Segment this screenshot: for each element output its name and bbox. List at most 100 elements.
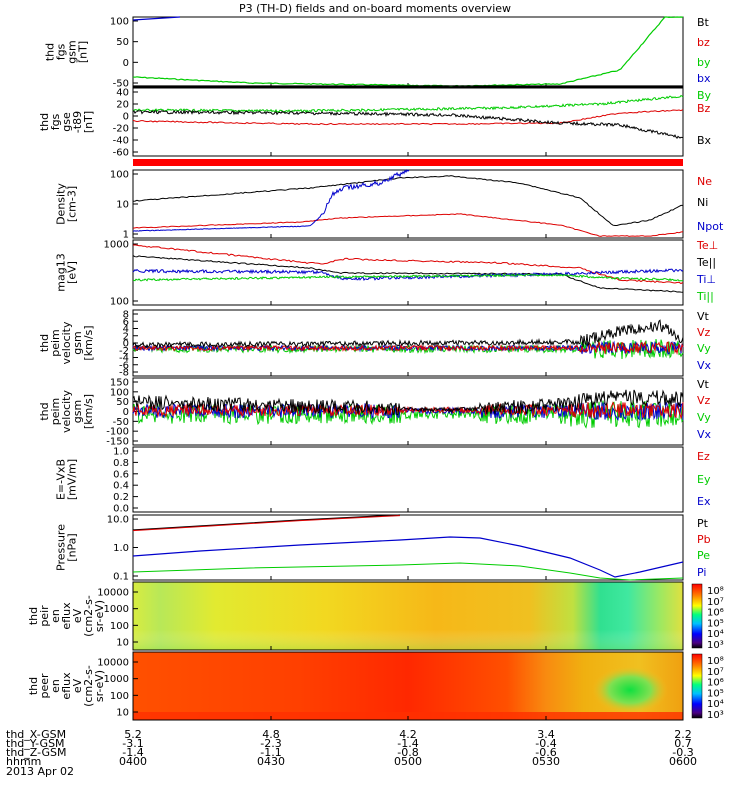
ylabel-line: gsm	[71, 400, 84, 423]
ytick-label: -50	[113, 79, 129, 90]
ytick-label: 10	[116, 200, 129, 211]
ytick-label: 10000	[97, 588, 129, 599]
ytick-label: 150	[110, 378, 129, 389]
footer-value: 0600	[669, 755, 697, 768]
ytick-label: 100	[110, 17, 129, 28]
ytick-label: 6	[123, 317, 129, 328]
ylabel-line: peer	[38, 673, 51, 699]
ylabel-line: thd	[44, 43, 57, 61]
ytick-label: 0.4	[113, 481, 129, 492]
legend-Ez: Ez	[697, 450, 710, 463]
legend-by: by	[697, 56, 711, 69]
ylabel-line: gsm	[66, 40, 79, 63]
ytick-label: 2	[123, 331, 129, 342]
legend-Npot: Npot	[697, 220, 724, 233]
ytick-label: 100	[110, 621, 129, 632]
ytick-label: 10	[116, 708, 129, 719]
Ne-line	[132, 213, 684, 237]
ytick-label: -50	[113, 417, 129, 428]
ytick-label: -2	[119, 346, 129, 357]
ytick-label: 8	[123, 310, 129, 321]
footer-value: 0530	[532, 755, 560, 768]
peer-spectrogram-low-flux	[592, 666, 668, 714]
Vt-line	[132, 389, 684, 416]
footer-value: 5.2	[124, 728, 142, 741]
Te-par-line	[132, 255, 684, 293]
ytick-label: 1.0	[113, 447, 129, 458]
ylabel-line: [nT]	[82, 111, 95, 133]
ytick-label: 100	[110, 387, 129, 398]
ytick-label: 1	[123, 230, 129, 241]
ylabel-line: thd	[38, 402, 51, 420]
ylabel-line: sr-eV)	[93, 670, 106, 702]
ylabel-line: peir	[38, 605, 51, 627]
footer-row-label: hhmm	[6, 755, 41, 768]
ylabel-line: [mV/m]	[66, 459, 79, 500]
ytick-label: 0.8	[113, 458, 129, 469]
mode-bar	[133, 159, 683, 166]
ytick-label: 1000	[104, 240, 129, 251]
ylabel-line: sr-eV)	[93, 600, 106, 632]
ytick-label: 10000	[97, 658, 129, 669]
ylabel-line: [eV]	[66, 261, 79, 284]
ytick-label: 4	[123, 324, 129, 335]
legend-Vy: Vy	[697, 411, 711, 424]
footer-value: -1.4	[122, 746, 143, 759]
ytick-label: -8	[119, 368, 129, 379]
ylabel-line: [nPa]	[66, 533, 79, 561]
ylabel-line: (cm2-s-	[82, 595, 95, 637]
ytick-label: 1000	[104, 674, 129, 685]
panel-frame-3	[132, 239, 684, 306]
footer-value: -2.3	[260, 737, 281, 750]
ytick-label: -4	[119, 353, 129, 364]
ytick-label: -60	[113, 148, 129, 159]
ytick-label: 50	[116, 37, 129, 48]
ylabel-line: [km/s]	[82, 394, 95, 429]
legend-bx: bx	[697, 72, 711, 85]
footer-value: -0.3	[672, 746, 693, 759]
colorbar-label: 10³	[707, 710, 724, 721]
ylabel-line: mag13	[55, 253, 68, 291]
ytick-label: 100	[110, 691, 129, 702]
legend-Pt: Pt	[697, 517, 709, 530]
ytick-label: 0	[123, 407, 129, 418]
legend-Pe: Pe	[697, 549, 710, 562]
legend-bz: bz	[697, 36, 710, 49]
ylabel-line: eflux	[60, 672, 73, 700]
panel-frame-2	[132, 169, 684, 239]
legend-Ex: Ex	[697, 495, 711, 508]
ytick-label: 0	[123, 58, 129, 69]
plot-title: P3 (TH-D) fields and on-board moments ov…	[239, 2, 511, 15]
ytick-label: -6	[119, 360, 129, 371]
ytick-label: 10.0	[107, 515, 129, 526]
ylabel-line: [km/s]	[82, 325, 95, 360]
ylabel-line: Density	[55, 183, 68, 225]
footer-value: 0430	[257, 755, 285, 768]
legend-Ti||: Ti||	[696, 290, 714, 303]
footer-value: 0500	[394, 755, 422, 768]
ylabel-line: thd	[38, 113, 51, 131]
colorbar-label: 10⁸	[707, 656, 724, 667]
footer-row-label: thd_Z-GSM	[6, 746, 66, 759]
ylabel-line: eV	[71, 608, 84, 623]
ylabel-line: [nT]	[77, 41, 90, 63]
ylabel-line: peim	[49, 398, 62, 426]
footer-row-label: thd_Y-GSM	[6, 737, 65, 750]
ylabel-line: velocity	[60, 390, 73, 433]
legend-Bt: Bt	[697, 16, 710, 29]
legend-Vy: Vy	[697, 342, 711, 355]
ytick-label: 10	[116, 638, 129, 649]
panel-frame-6	[132, 446, 684, 513]
legend-Vt: Vt	[697, 378, 710, 391]
colorbar-label: 10⁶	[707, 608, 724, 619]
ytick-label: 1.0	[113, 543, 129, 554]
footer-value: -1.1	[260, 746, 281, 759]
legend-By: By	[697, 89, 712, 102]
legend-Bz: Bz	[697, 102, 711, 115]
colorbar-label: 10⁷	[707, 597, 724, 608]
ylabel-line: en	[49, 679, 62, 693]
Bx-line	[132, 109, 684, 140]
bx-line	[132, 16, 181, 21]
footer-value: 3.4	[537, 728, 555, 741]
